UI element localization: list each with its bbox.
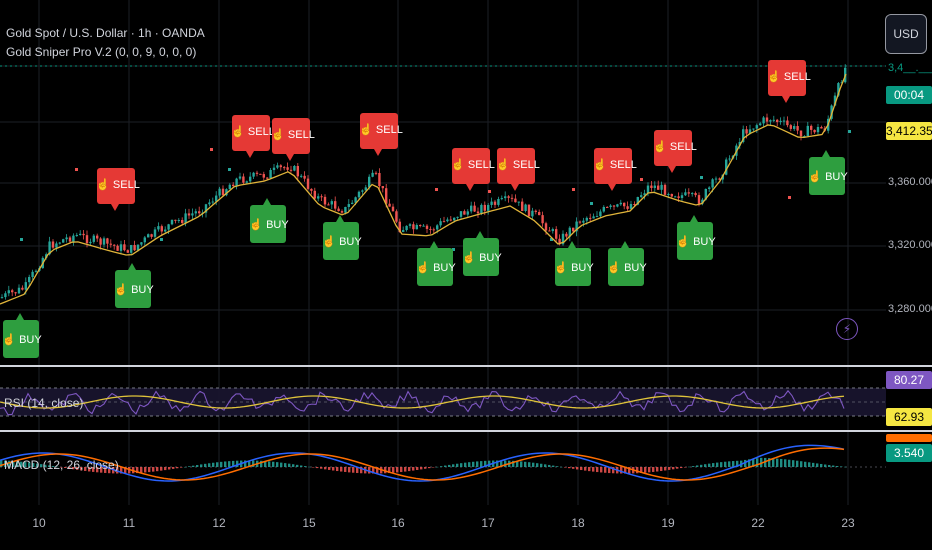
svg-text:☝ BUY: ☝ BUY [808,169,848,183]
ema-price-badge: 3,412.357 [886,122,932,140]
currency-button[interactable]: USD [885,14,927,54]
svg-text:☝ BUY: ☝ BUY [416,260,456,274]
svg-text:☝ SELL: ☝ SELL [359,122,403,136]
svg-text:☝ BUY: ☝ BUY [114,282,154,296]
macd-label[interactable]: MACD (12, 26, close) [4,458,119,472]
time-tick: 12 [212,516,226,530]
time-tick: 18 [571,516,585,530]
sell-signal: ☝ SELL [359,113,403,156]
buy-signal: ☝ BUY [676,215,716,260]
time-tick: 23 [841,516,855,530]
sell-signal: ☝ SELL [451,148,495,191]
sell-signal: ☝ SELL [767,60,811,103]
buy-signal: ☝ BUY [808,150,848,195]
macd-histogram [0,457,847,474]
rsi-label[interactable]: RSI (14, close) [4,396,84,410]
lightning-icon[interactable]: ⚡ [836,318,858,340]
svg-text:☝ BUY: ☝ BUY [2,332,42,346]
pane-separator-rsi[interactable] [0,365,932,367]
sell-signal: ☝ SELL [231,115,275,158]
sell-signal: ☝ SELL [593,148,637,191]
svg-text:☝ BUY: ☝ BUY [462,250,502,264]
time-tick: 16 [391,516,405,530]
rsi-panel [0,387,886,417]
buy-signal: ☝ BUY [607,241,647,286]
indicator-title[interactable]: Gold Sniper Pro V.2 (0, 0, 9, 0, 0, 0) [6,45,197,59]
buy-signal: ☝ BUY [249,198,289,243]
svg-text:☝ SELL: ☝ SELL [593,157,637,171]
sell-signal: ☝ SELL [96,168,140,211]
pane-separator-macd[interactable] [0,430,932,432]
time-tick: 11 [122,516,136,530]
sell-signal: ☝ SELL [653,130,697,173]
price-top-label: 3,4__.___ [888,62,932,74]
sell-signal: ☝ SELL [271,118,315,161]
time-tick: 22 [751,516,765,530]
svg-text:☝ BUY: ☝ BUY [554,260,594,274]
ema-line [0,73,847,305]
buy-signal: ☝ BUY [462,231,502,276]
macd-panel [0,444,886,482]
buy-signal: ☝ BUY [322,215,362,260]
svg-text:☝ SELL: ☝ SELL [96,177,140,191]
svg-text:☝ SELL: ☝ SELL [231,124,275,138]
price-tick-1: 3,360.000 [888,176,932,188]
svg-text:☝ SELL: ☝ SELL [271,127,315,141]
macd-value-badge: 3.540 [886,444,932,462]
svg-text:☝ BUY: ☝ BUY [676,234,716,248]
svg-text:☝ SELL: ☝ SELL [496,157,540,171]
rsi-value-badge: 80.27 [886,371,932,389]
time-tick: 15 [302,516,316,530]
price-tick-3: 3,280.000 [888,303,932,315]
svg-text:☝ BUY: ☝ BUY [607,260,647,274]
signal-badge [886,434,932,442]
rsi-ma-badge: 62.93 [886,408,932,426]
buy-signal: ☝ BUY [554,241,594,286]
svg-text:☝ BUY: ☝ BUY [322,234,362,248]
macd-line [0,444,845,482]
time-tick: 19 [661,516,675,530]
sell-signal: ☝ SELL [496,148,540,191]
time-tick: 10 [32,516,46,530]
candles-layer [0,64,851,300]
svg-text:☝ SELL: ☝ SELL [653,139,697,153]
symbol-title[interactable]: Gold Spot / U.S. Dollar · 1h · OANDA [6,26,205,40]
price-tick-2: 3,320.000 [888,239,932,251]
svg-text:☝ BUY: ☝ BUY [249,217,289,231]
buy-signal: ☝ BUY [114,263,154,308]
rsi-ma-line [0,395,845,409]
buy-signal: ☝ BUY [416,241,456,286]
buy-signal: ☝ BUY [2,313,42,358]
signal-line [0,447,845,481]
signals-layer: ☝ SELL☝ SELL☝ SELL ☝ SELL☝ SELL ☝ SELL ☝ SE… [2,60,848,358]
svg-text:☝ SELL: ☝ SELL [451,157,495,171]
countdown-badge: 00:04 [886,86,932,104]
time-tick: 17 [481,516,495,530]
svg-text:☝ SELL: ☝ SELL [767,69,811,83]
